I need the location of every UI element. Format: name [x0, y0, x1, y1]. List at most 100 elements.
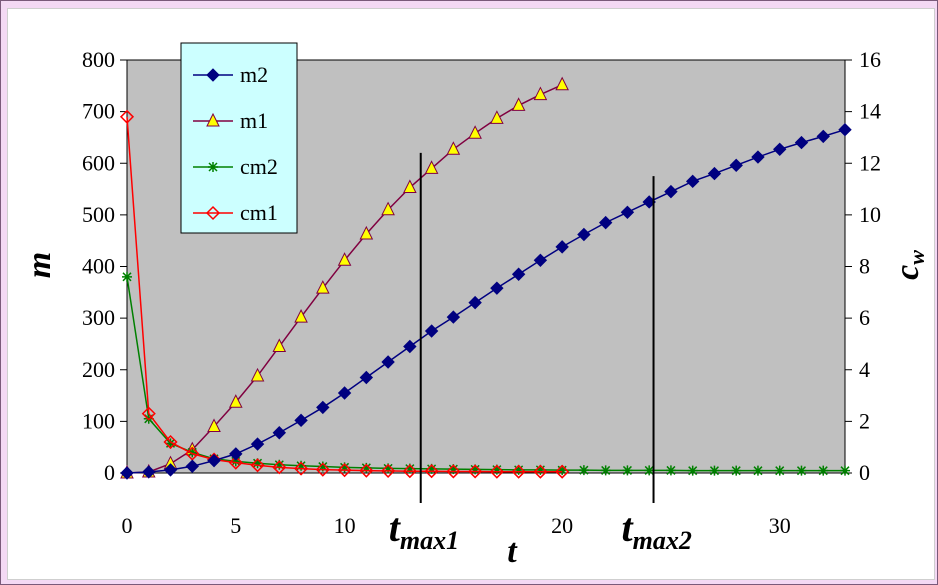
point-m2 [598, 215, 613, 230]
point-m2 [316, 400, 330, 415]
point-m1 [446, 141, 461, 155]
y-left-tick-label: 200 [82, 357, 115, 382]
point-cm2 [840, 465, 850, 476]
point-m2 [163, 463, 178, 477]
point-m1 [316, 280, 330, 294]
point-cm1 [468, 464, 483, 479]
y-right-tick-label: 8 [859, 254, 870, 279]
legend-label-m2: m2 [240, 62, 268, 87]
point-m2 [381, 355, 395, 369]
point-m2 [729, 158, 743, 173]
point-cm1 [337, 463, 352, 478]
point-cm2 [252, 458, 263, 469]
point-m1 [381, 201, 395, 216]
x-tick-label: 20 [551, 513, 573, 538]
point-m2 [620, 205, 635, 220]
tick-layer: 0 100 200 300 400 500 600 700 800 0 2 4 6 8 10 12 14 16 0 5… [82, 47, 881, 538]
point-m2 [185, 459, 199, 473]
point-m1 [490, 110, 504, 124]
point-cm2 [600, 465, 611, 476]
y-left-tick-label: 400 [82, 254, 115, 279]
point-cm1 [163, 434, 178, 450]
point-m2 [838, 122, 852, 137]
point-cm2 [818, 465, 829, 476]
point-m1 [359, 225, 374, 240]
series-line-m2 [126, 128, 846, 474]
point-m2 [555, 240, 569, 254]
legend-label-m1: m1 [240, 108, 268, 133]
point-cm1 [294, 461, 309, 476]
point-m2 [773, 142, 787, 157]
point-m2 [142, 465, 156, 479]
point-cm2 [426, 463, 437, 474]
point-m2 [707, 166, 722, 181]
y-left-tick-label: 700 [82, 99, 115, 124]
point-cm1 [489, 464, 504, 479]
point-cm2 [317, 461, 328, 472]
legend-label-cm2: cm2 [240, 154, 278, 179]
y-axis-right-title-main: c [889, 265, 926, 280]
point-m2 [577, 227, 591, 242]
point-m1 [533, 86, 548, 101]
legend-item-m1: m1 [193, 108, 268, 133]
point-cm1 [446, 464, 461, 479]
point-cm2 [296, 460, 307, 471]
point-cm2 [622, 465, 633, 476]
point-cm2 [274, 459, 285, 470]
y-left-tick-label: 800 [82, 47, 115, 72]
point-m1 [555, 76, 569, 91]
legend-label-cm1: cm1 [240, 200, 278, 225]
point-cm2 [687, 465, 698, 476]
point-m1 [468, 125, 482, 139]
point-cm1 [228, 455, 243, 470]
x-tick-label: 10 [334, 513, 356, 538]
point-m2 [794, 135, 809, 150]
point-m1 [337, 252, 352, 266]
point-m2 [685, 174, 700, 189]
point-cm2 [752, 465, 763, 476]
point-cm2 [187, 447, 198, 458]
point-m2 [403, 339, 417, 354]
point-cm1 [555, 464, 570, 479]
annotation-tmax2: tmax2 [622, 505, 692, 555]
annotation-layer: tmax1 tmax2 [389, 152, 692, 555]
y-axis-right-title: cw [889, 250, 929, 280]
point-m2 [359, 370, 374, 385]
legend-box [180, 42, 298, 234]
legend: m2 m1 cm2 cm1 [180, 42, 298, 234]
point-cm2 [796, 465, 807, 476]
y-right-tick-label: 14 [859, 99, 881, 124]
point-cm1 [381, 463, 396, 478]
point-cm2 [731, 465, 742, 476]
y-right-tick-label: 4 [859, 357, 870, 382]
point-cm1 [119, 109, 135, 124]
annotation-tmax1: tmax1 [389, 505, 459, 555]
point-cm2 [470, 464, 481, 475]
point-m2 [751, 150, 765, 164]
point-cm2 [513, 464, 524, 475]
point-m2 [250, 437, 265, 451]
y-right-tick-label: 10 [859, 202, 881, 227]
point-cm2 [578, 465, 589, 476]
point-cm2 [709, 465, 720, 476]
legend-marker-m2 [206, 68, 220, 82]
x-tick-label: 30 [769, 513, 791, 538]
y-axis-left-title: m [21, 252, 58, 278]
legend-marker-cm1 [205, 205, 221, 221]
y-right-tick-label: 2 [859, 408, 870, 433]
point-cm2 [774, 465, 785, 476]
point-cm2 [230, 456, 241, 467]
y-right-tick-label: 6 [859, 305, 870, 330]
point-m1 [207, 418, 221, 433]
point-cm1 [315, 462, 330, 477]
point-cm1 [272, 460, 287, 475]
y-left-tick-label: 500 [82, 202, 115, 227]
point-m2 [533, 253, 548, 268]
point-m2 [294, 413, 308, 428]
y-right-tick-label: 0 [859, 460, 870, 485]
point-m2 [229, 447, 243, 461]
series-line-cm2 [126, 276, 845, 472]
point-m2 [816, 129, 830, 144]
point-m2 [424, 324, 439, 338]
